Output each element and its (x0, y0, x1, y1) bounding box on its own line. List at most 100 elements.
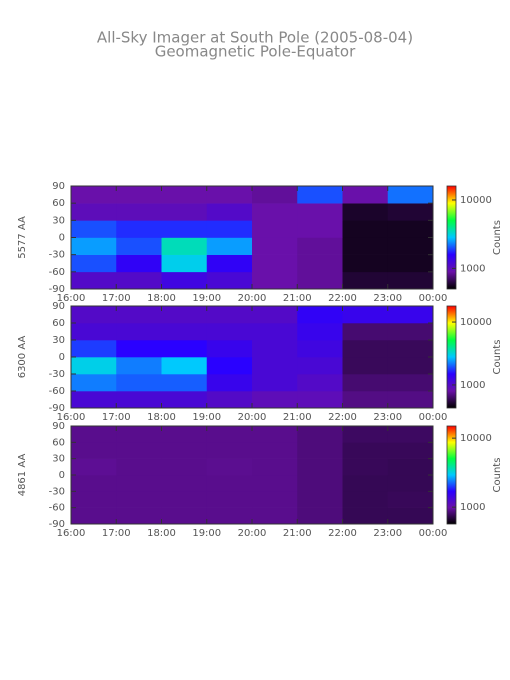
y-tick-label: -30 (49, 250, 65, 261)
heatmap-cell (71, 186, 117, 204)
colorbar (446, 185, 457, 290)
heatmap-cell (206, 357, 253, 375)
heatmap-cell (297, 458, 343, 476)
x-tick-label: 00:00 (419, 293, 448, 304)
heatmap-cell (297, 426, 343, 443)
heatmap-cell (342, 237, 389, 255)
x-tick-label: 16:00 (57, 412, 86, 423)
heatmap-cell (342, 323, 389, 341)
heatmap-cell (71, 442, 117, 459)
heatmap-cell (161, 306, 208, 324)
colorbar-label: Counts (492, 220, 503, 255)
x-tick-label: 20:00 (238, 293, 267, 304)
heatmap-cell (71, 254, 117, 273)
colorbar-tick-label: 1000 (460, 263, 485, 274)
heatmap-cell (252, 323, 298, 341)
heatmap-cell (387, 254, 434, 273)
heatmap-cell (252, 306, 298, 324)
heatmap-cell (161, 254, 208, 273)
heatmap-cell (161, 442, 208, 459)
heatmap-cell (71, 306, 117, 324)
x-tick-label: 22:00 (328, 412, 357, 423)
heatmap-cell (206, 491, 253, 508)
heatmap-cell (387, 491, 434, 508)
x-tick-label: 21:00 (283, 293, 312, 304)
y-tick-label: -90 (49, 403, 65, 414)
heatmap-cell (206, 220, 253, 238)
heatmap-cell (297, 203, 343, 221)
heatmap-cell (71, 374, 117, 392)
heatmap-cell (252, 220, 298, 238)
colorbar-tick-label: 1000 (460, 502, 485, 513)
heatmap-cell (297, 271, 343, 290)
heatmap-cell (116, 357, 162, 375)
heatmap-cell (387, 475, 434, 492)
heatmap-cell (116, 271, 162, 290)
heatmap-cell (206, 374, 253, 392)
heatmap-cell (342, 254, 389, 273)
heatmap-cell (387, 426, 434, 443)
heatmap-cell (206, 442, 253, 459)
heatmap-cell (342, 220, 389, 238)
colorbar-tick-label: 10000 (460, 195, 492, 206)
heatmap-cell (252, 186, 298, 204)
heatmap-cell (297, 254, 343, 273)
heatmap-cell (116, 442, 162, 459)
x-tick-label: 16:00 (57, 293, 86, 304)
x-tick-label: 20:00 (238, 412, 267, 423)
y-tick-label: 0 (59, 352, 65, 363)
heatmap-cell (116, 220, 162, 238)
heatmap-cell (206, 271, 253, 290)
heatmap-cell (252, 237, 298, 255)
y-tick-label: -30 (49, 486, 65, 497)
x-tick-label: 22:00 (328, 528, 357, 539)
heatmap-cell (252, 374, 298, 392)
x-tick-label: 21:00 (283, 528, 312, 539)
heatmap-cell (116, 374, 162, 392)
heatmap-cell (206, 391, 253, 409)
x-tick-label: 00:00 (419, 412, 448, 423)
x-tick-label: 21:00 (283, 412, 312, 423)
y-tick-label: 30 (52, 215, 65, 226)
x-tick-label: 17:00 (102, 293, 131, 304)
heatmap-cell (116, 475, 162, 492)
y-tick-label: 0 (59, 233, 65, 244)
heatmap-cell (297, 306, 343, 324)
x-tick-label: 19:00 (192, 293, 221, 304)
heatmap-cell (387, 203, 434, 221)
heatmap-cell (206, 475, 253, 492)
y-tick-label: 60 (52, 198, 65, 209)
heatmap-cell (387, 237, 434, 255)
heatmap-cell (252, 357, 298, 375)
heatmap-cell (71, 391, 117, 409)
heatmap-cell (116, 237, 162, 255)
y-tick-label: 90 (52, 301, 65, 312)
heatmap-cell (71, 426, 117, 443)
heatmap-cell (116, 458, 162, 476)
colorbar-label: Counts (492, 458, 503, 493)
heatmap-cell (342, 507, 389, 525)
heatmap-cell (71, 237, 117, 255)
x-tick-label: 18:00 (147, 293, 176, 304)
heatmap-cell (161, 426, 208, 443)
heatmap-cell (116, 491, 162, 508)
heatmap-cell (342, 475, 389, 492)
heatmap-cell (206, 458, 253, 476)
heatmap-cell (297, 507, 343, 525)
x-tick-label: 19:00 (192, 528, 221, 539)
heatmap-cell (252, 458, 298, 476)
heatmap-cell (342, 186, 389, 204)
x-tick-label: 23:00 (373, 528, 402, 539)
heatmap-cell (387, 271, 434, 290)
heatmap-cell (252, 491, 298, 508)
heatmap-cell (297, 186, 343, 204)
heatmap-cell (297, 237, 343, 255)
heatmap-cell (387, 391, 434, 409)
heatmap-cell (297, 374, 343, 392)
y-tick-label: 90 (52, 181, 65, 192)
heatmap-cell (387, 186, 434, 204)
heatmap-cell (297, 475, 343, 492)
heatmap-cell (161, 237, 208, 255)
heatmap-cell (116, 306, 162, 324)
y-tick-label: -90 (49, 519, 65, 530)
